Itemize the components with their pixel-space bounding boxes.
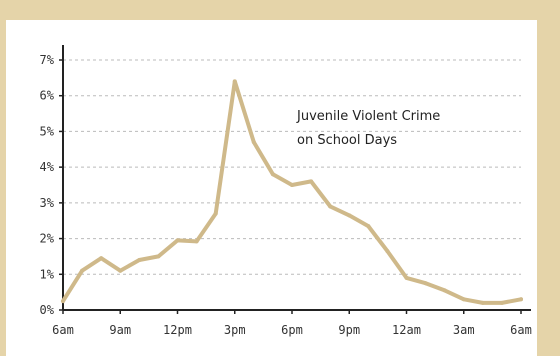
series-line [61,79,523,305]
data-point [137,258,142,262]
x-tick-label: 6am [52,323,74,337]
y-tick-label: 2% [40,232,55,246]
axes [62,45,531,311]
x-tick-label: 6am [510,323,532,337]
data-point [404,275,409,280]
data-point [347,213,352,218]
data-point [61,299,65,304]
y-tick-label: 0% [40,303,55,317]
x-tick-labels: 6am 9am 12pm 3pm 6pm 9pm 12am 3am 6am [52,310,532,337]
data-point [461,297,466,302]
x-tick-label: 3pm [224,323,246,337]
data-point [328,204,333,209]
y-tick-label: 5% [40,124,55,138]
data-point [251,140,256,145]
data-point [480,300,485,305]
data-point [309,179,314,184]
x-tick-label: 6pm [281,323,303,337]
annotation-line-1: Juvenile Violent Crime [296,109,440,124]
data-point [175,238,180,243]
x-tick-label: 9pm [338,323,360,337]
chart-svg: 0% 1% 2% 3% 4% 5% 6% 7% 6am 9am 12pm 3pm 6pm 9pm 12am… [40,45,532,337]
data-point [423,281,428,286]
x-tick-label: 3am [453,323,475,337]
annotation-line-2: on School Days [297,133,397,148]
y-tick-label: 6% [40,89,55,103]
series [61,79,523,305]
x-tick-label: 12am [392,323,421,337]
data-point [194,239,199,244]
data-point [80,268,85,273]
data-point [442,288,447,293]
x-tick-label: 9am [109,323,131,337]
data-point [156,254,161,259]
chart-panel: 0% 1% 2% 3% 4% 5% 6% 7% 6am 9am 12pm 3pm 6pm 9pm 12am… [6,20,537,356]
grid-lines [63,59,521,275]
data-point [232,79,237,84]
data-point [366,224,371,229]
data-point [385,249,390,254]
data-point [519,297,523,302]
data-point [118,268,123,273]
x-tick-label: 12pm [163,323,192,337]
data-point [213,211,218,216]
data-point [270,172,275,177]
y-tick-label: 7% [40,53,55,67]
y-tick-label: 3% [40,196,55,210]
data-point [290,183,294,187]
data-point [99,256,104,261]
y-tick-label: 4% [40,160,55,174]
y-tick-label: 1% [40,267,55,281]
data-point [499,300,504,305]
y-tick-labels: 0% 1% 2% 3% 4% 5% 6% 7% [40,53,63,317]
